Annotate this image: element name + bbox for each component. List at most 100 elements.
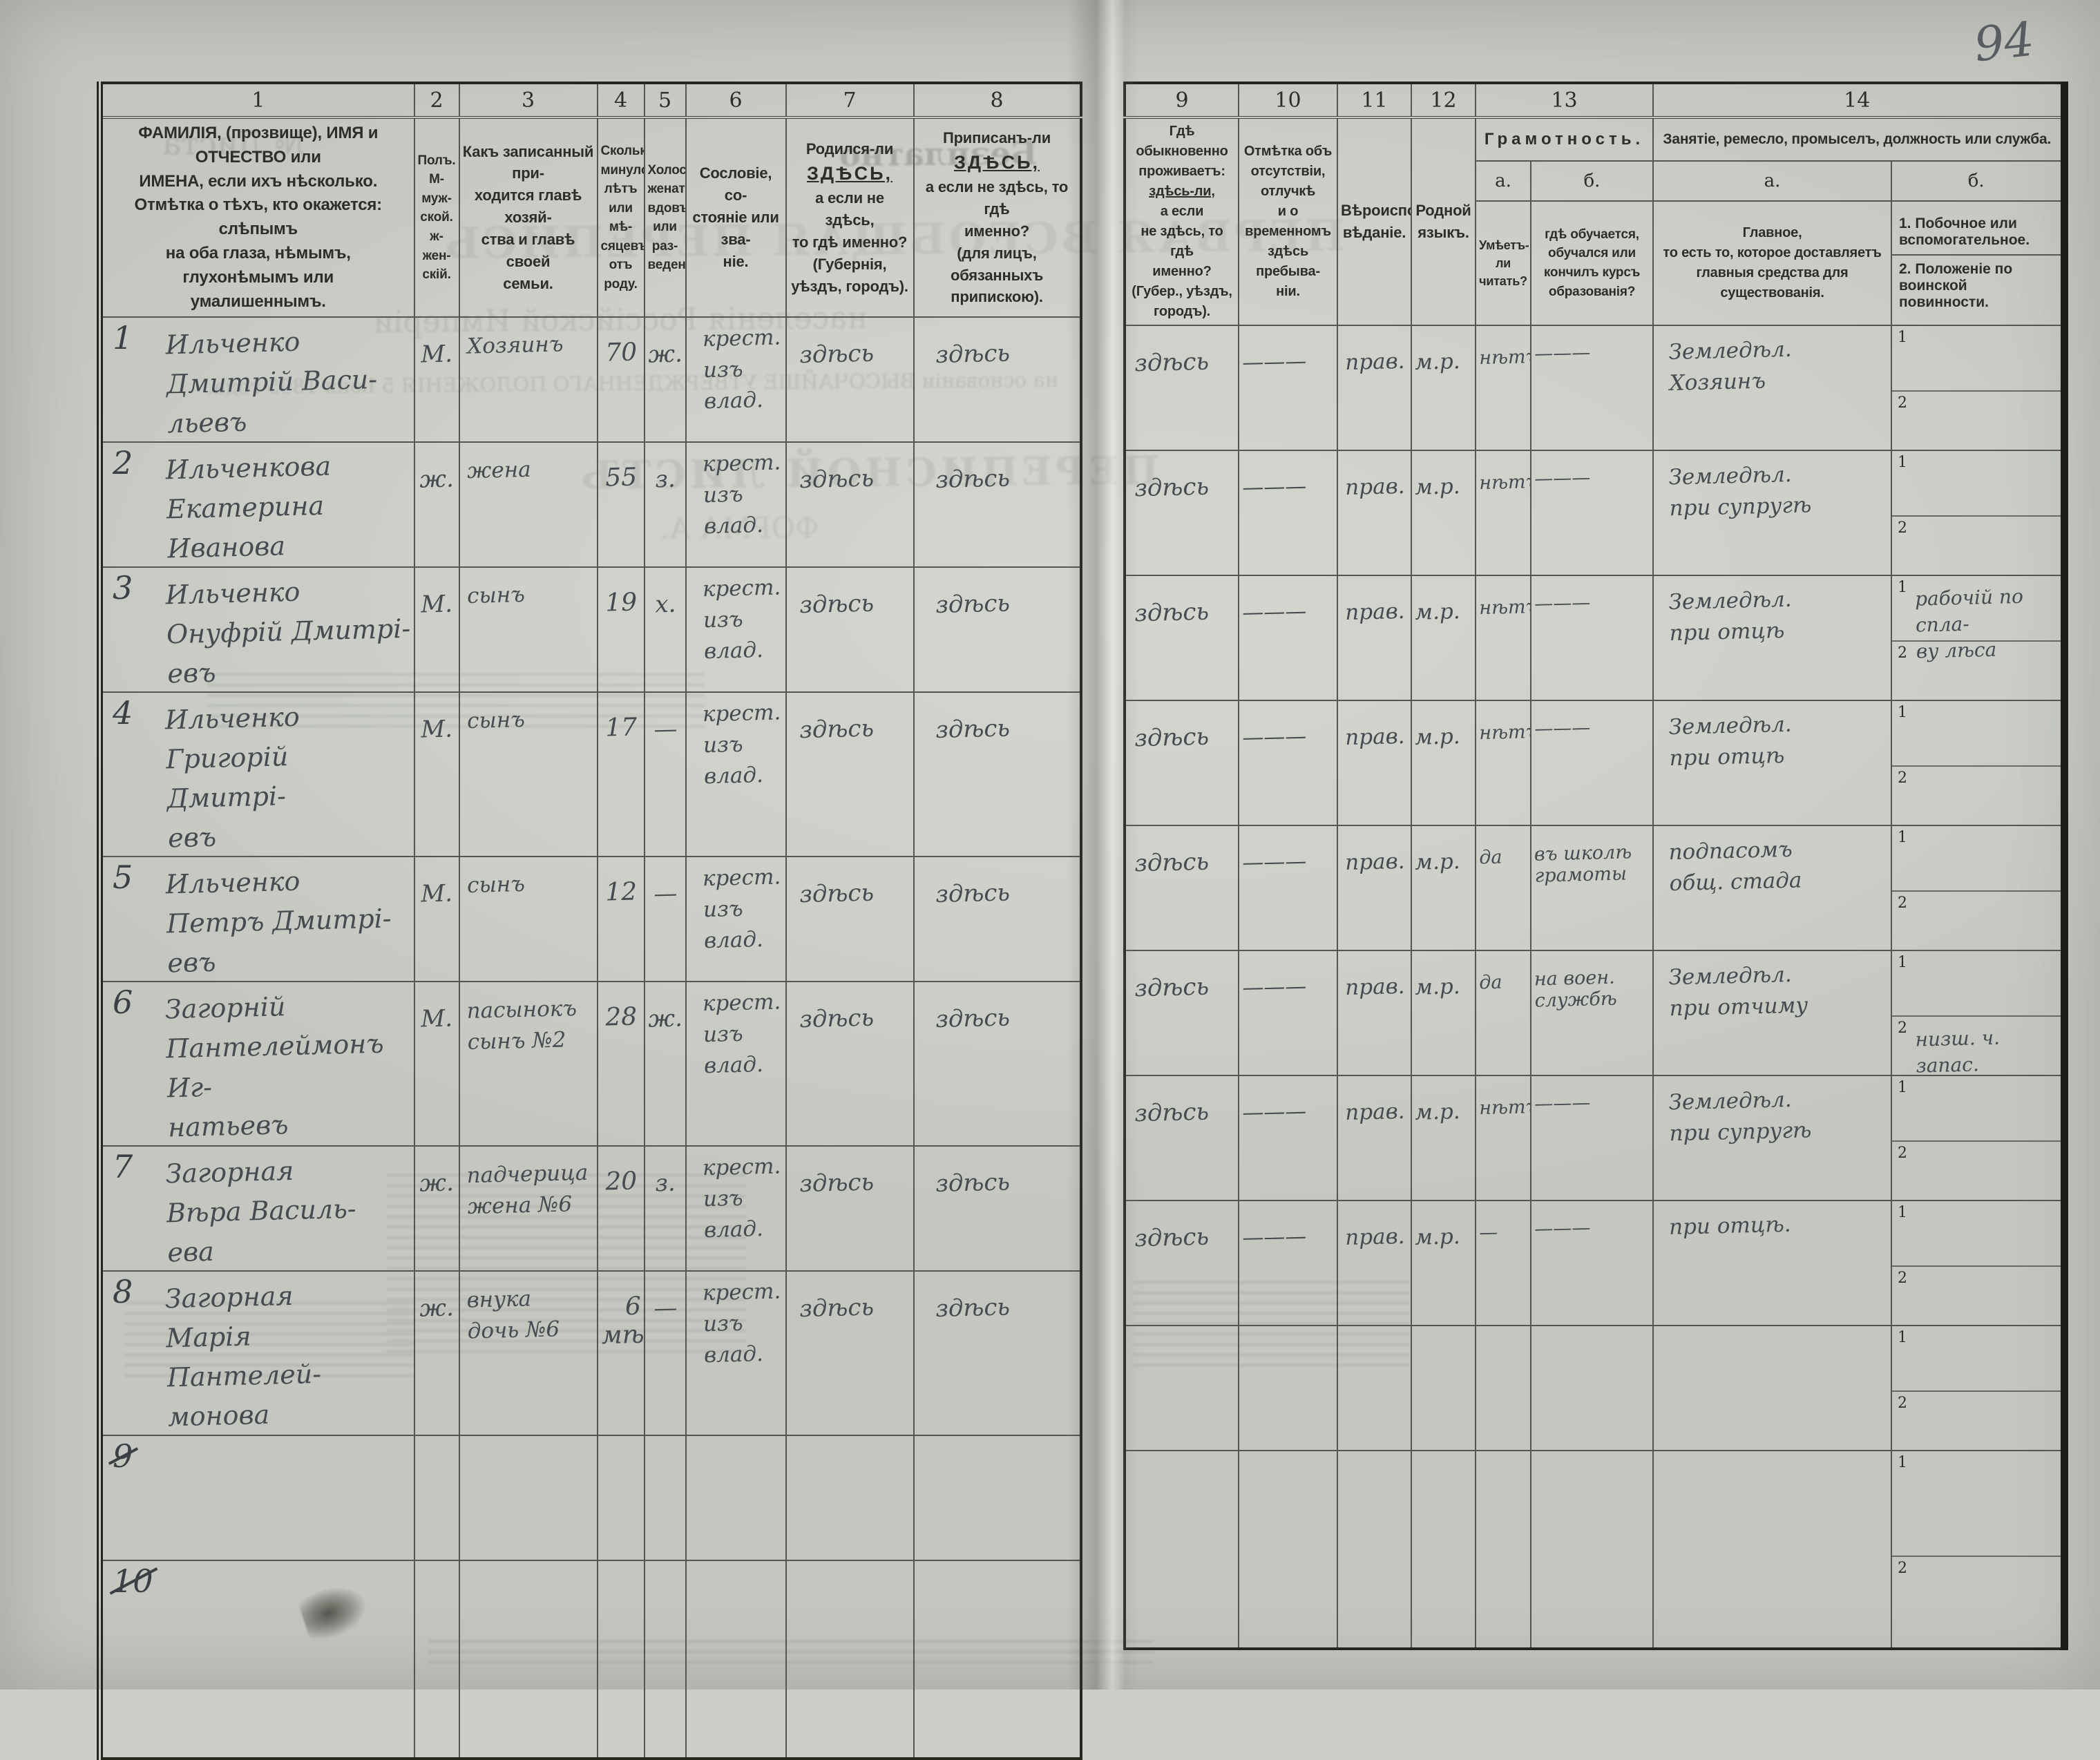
cell-education: ——— bbox=[1531, 450, 1653, 575]
cell-relation: сынъ bbox=[459, 567, 598, 692]
cell-birthplace: здѣсь bbox=[786, 1146, 914, 1271]
language-value: м.р. bbox=[1414, 578, 1460, 629]
header-side-occupation-column: 1. Побочное или вспомогательное. 2. Поло… bbox=[1891, 201, 2064, 325]
cell-registration bbox=[914, 1435, 1081, 1560]
cell-side-occupation: 1 2 bbox=[1891, 1075, 2064, 1201]
sex-value: ж. bbox=[419, 1274, 454, 1326]
birthplace-value: здѣсь bbox=[789, 859, 874, 912]
reads-value bbox=[1479, 1454, 1480, 1472]
cell-birthplace: здѣсь bbox=[786, 982, 914, 1146]
cell-language bbox=[1411, 1451, 1476, 1649]
cell-relation: падчерица жена №6 bbox=[459, 1146, 598, 1271]
reads-value: — bbox=[1478, 1204, 1498, 1244]
cell-residence: здѣсь bbox=[1125, 575, 1239, 700]
header-main-occupation-column: Главное, то есть то, которое доставляетъ… bbox=[1653, 201, 1891, 325]
cell-birthplace bbox=[786, 1435, 914, 1560]
header-reads-column: Умѣетъ- ли читать? bbox=[1476, 201, 1531, 325]
cell-relation: внука дочь №6 bbox=[459, 1271, 598, 1435]
cell-registration: здѣсь bbox=[914, 1271, 1081, 1435]
header-literacy-b: б. bbox=[1531, 161, 1653, 201]
cell-relation: Хозяинъ bbox=[459, 317, 598, 442]
cell-registration: здѣсь bbox=[914, 442, 1081, 567]
cell-sex: М. bbox=[414, 567, 459, 692]
cell-religion: прав. bbox=[1337, 575, 1411, 700]
main-occupation-value: при отцѣ. bbox=[1656, 1203, 1791, 1244]
cell-side-occupation: 1 2 bbox=[1891, 450, 2064, 575]
cell-absence: ——— bbox=[1239, 1201, 1337, 1326]
cell-name: 1 Ильченко Дмитрій Васи- льевъ bbox=[100, 317, 414, 442]
printed-sub2-label: 2 bbox=[1898, 1395, 1907, 1412]
side-occupation-sub1: 1 bbox=[1892, 326, 2061, 392]
cell-absence: ——— bbox=[1239, 450, 1337, 575]
age-value: 19 bbox=[604, 571, 637, 618]
cell-marital: — bbox=[645, 1271, 686, 1435]
cell-estate: крест. изъ влад. bbox=[686, 1146, 786, 1271]
cell-main-occupation bbox=[1653, 1451, 1891, 1649]
cell-language bbox=[1411, 1326, 1476, 1451]
relation-value: падчерица жена №6 bbox=[461, 1148, 589, 1223]
header-birthplace-here: ЗДѢСЬ, bbox=[807, 163, 892, 184]
estate-value: крест. изъ влад. bbox=[688, 445, 783, 543]
cell-registration: здѣсь bbox=[914, 857, 1081, 982]
cell-reads: нѣтъ bbox=[1476, 1075, 1531, 1201]
cell-language: м.р. bbox=[1411, 575, 1476, 700]
printed-sub2-label: 2 bbox=[1898, 895, 1907, 912]
age-value: 28 bbox=[604, 985, 637, 1032]
cell-residence: здѣсь bbox=[1125, 1075, 1239, 1201]
reads-value: нѣтъ bbox=[1478, 328, 1531, 369]
header-residence-column: Гдѣ обыкновенно проживаетъ: здѣсь-ли, а … bbox=[1125, 117, 1239, 325]
registration-value: здѣсь bbox=[917, 320, 1010, 373]
cell-main-occupation: Земледѣл. при супругѣ bbox=[1653, 1075, 1891, 1201]
cell-residence bbox=[1125, 1326, 1239, 1451]
side-occupation-sub1: 1 bbox=[1892, 1201, 2061, 1267]
education-value: ——— bbox=[1534, 703, 1590, 740]
cell-side-occupation: 1 2 bbox=[1891, 1326, 2064, 1451]
sex-value: М. bbox=[420, 860, 452, 912]
header-occupation-group: Занятіе, ремесло, промыселъ, должность и… bbox=[1653, 117, 2064, 161]
cell-residence: здѣсь bbox=[1125, 825, 1239, 950]
residence-value: здѣсь bbox=[1128, 828, 1209, 881]
residence-value: здѣсь bbox=[1128, 953, 1209, 1006]
birthplace-value: здѣсь bbox=[789, 320, 874, 373]
side-occupation-sub2: 2 низш. ч. запас. bbox=[1892, 1017, 2061, 1069]
main-occupation-value: Земледѣл. при отцѣ bbox=[1656, 702, 1793, 775]
relation-value bbox=[462, 1439, 466, 1448]
cell-main-occupation: Земледѣл. при отчиму bbox=[1653, 950, 1891, 1075]
relation-value bbox=[462, 1564, 466, 1574]
cell-registration: здѣсь bbox=[914, 317, 1081, 442]
reads-value: да bbox=[1478, 954, 1502, 994]
birthplace-value bbox=[789, 1439, 799, 1457]
cell-residence: здѣсь bbox=[1125, 325, 1239, 450]
cell-religion: прав. bbox=[1337, 950, 1411, 1075]
main-occupation-value: подпасомъ общ. стада bbox=[1656, 827, 1802, 899]
header-age-column: Сколько минуло лѣтъ или мѣ- сяцевъ отъ р… bbox=[598, 117, 645, 317]
cell-residence bbox=[1125, 1451, 1239, 1649]
side-occupation-sub2: 2 bbox=[1892, 642, 2061, 694]
header-side-occupation-item2: 2. Положеніе по воинской повинности. bbox=[1892, 256, 2061, 316]
age-value bbox=[620, 1439, 621, 1457]
side-occupation-sub2: 2 bbox=[1892, 1392, 2061, 1444]
cell-religion bbox=[1337, 1451, 1411, 1649]
header-literacy-a: а. bbox=[1476, 161, 1531, 201]
sex-value: ж. bbox=[419, 446, 454, 497]
col-number-11: 11 bbox=[1337, 83, 1411, 117]
person-name: Ильченко Григорій Дмитрі- евъ bbox=[111, 694, 412, 857]
column-header-row: ФАМИЛІЯ, (прозвище), ИМЯ и ОТЧЕСТВО или … bbox=[100, 117, 1081, 317]
sex-value: М. bbox=[420, 571, 452, 622]
main-occupation-value: Земледѣл. при супругѣ bbox=[1656, 1077, 1812, 1149]
person-name: Ильченкова Екатерина Иванова bbox=[111, 443, 412, 567]
printed-sub1-label: 1 bbox=[1898, 1079, 1907, 1096]
estate-value bbox=[689, 1445, 703, 1448]
estate-value: крест. изъ влад. bbox=[688, 1149, 783, 1247]
table-row: 2 Ильченкова Екатерина Иванова ж. жена 5… bbox=[100, 442, 1081, 567]
cell-absence: ——— bbox=[1239, 825, 1337, 950]
cell-marital: з. bbox=[645, 1146, 686, 1271]
cell-language: м.р. bbox=[1411, 700, 1476, 825]
printed-sub2-label: 2 bbox=[1898, 1270, 1907, 1287]
religion-value: прав. bbox=[1340, 1203, 1405, 1254]
person-name: Загорная Вѣра Василь- ева bbox=[111, 1147, 412, 1271]
estate-value: крест. изъ влад. bbox=[688, 1274, 783, 1372]
absence-value bbox=[1242, 1454, 1243, 1472]
absence-value bbox=[1242, 1329, 1243, 1347]
cell-absence bbox=[1239, 1451, 1337, 1649]
